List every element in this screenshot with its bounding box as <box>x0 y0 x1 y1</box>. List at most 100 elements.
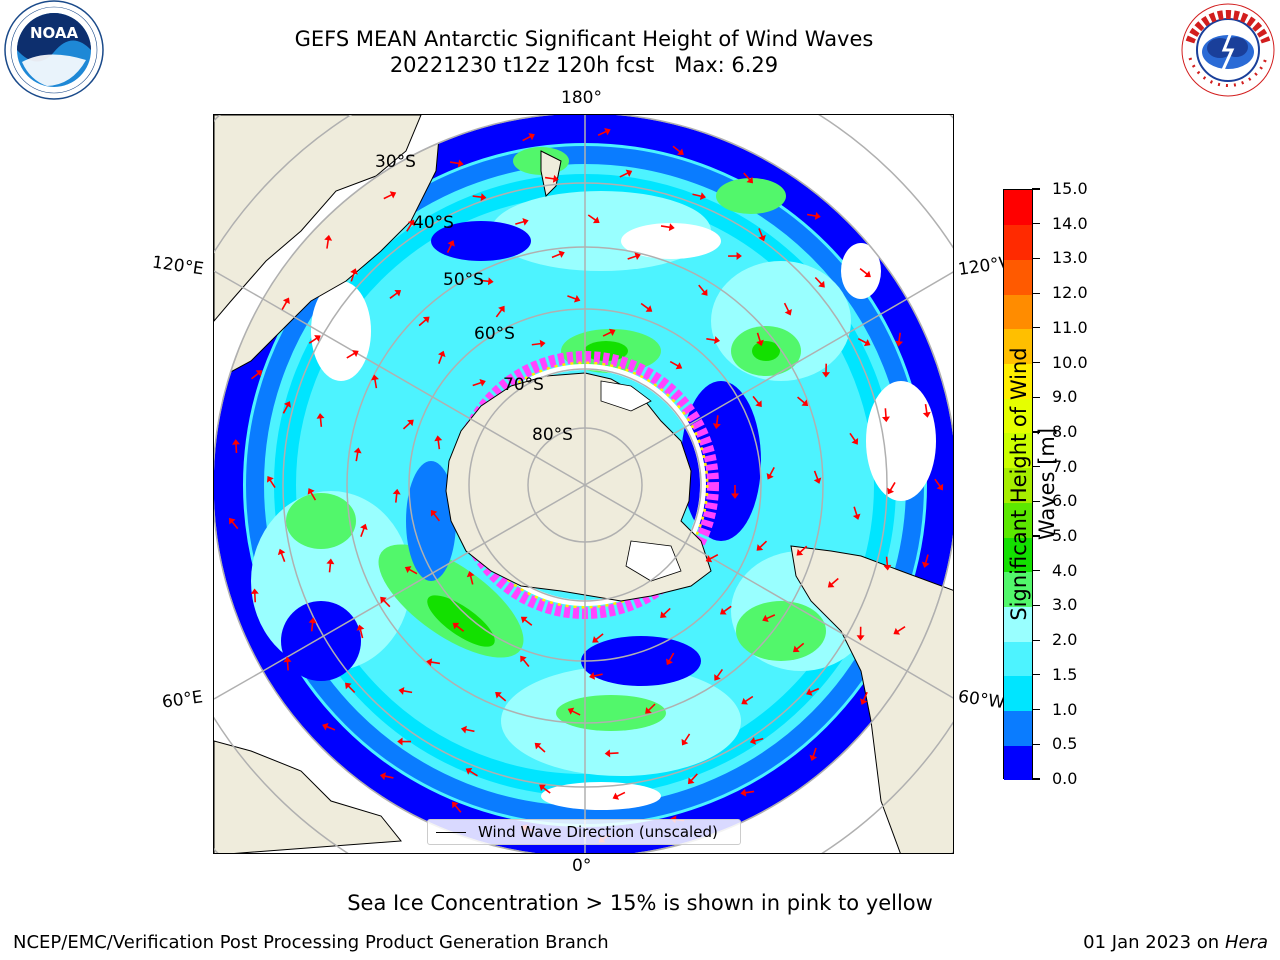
wave-direction-arrowhead <box>426 658 433 667</box>
lon-label-60e: 60°E <box>160 687 205 713</box>
wave-direction-arrow <box>479 279 489 283</box>
wave-direction-arrowhead <box>452 801 459 809</box>
wave-direction-arrowhead <box>762 614 769 623</box>
wave-direction-arrowhead <box>809 754 818 762</box>
colorbar-tick-label: 13.0 <box>1052 248 1088 268</box>
colorbar-tick <box>1032 500 1040 502</box>
wave-direction-arrow <box>355 452 359 462</box>
wave-direction-arrow <box>542 786 551 794</box>
colorbar-tick-label: 1.0 <box>1052 699 1078 719</box>
wave-direction-arrowhead <box>438 350 446 358</box>
colorbar-tick-label: 5.0 <box>1052 526 1078 546</box>
colorbar-tick <box>1032 535 1040 537</box>
wave-direction-arrow <box>812 747 817 757</box>
wave-direction-arrowhead <box>534 742 542 750</box>
wave-direction-arrowhead <box>818 280 825 288</box>
wave-direction-arrow <box>709 554 719 560</box>
wave-direction-arrowhead <box>407 219 415 227</box>
colorbar-tick <box>1032 466 1040 468</box>
wave-direction-arrowhead <box>681 738 689 746</box>
lat-label-30s: 30°S <box>375 152 416 172</box>
wave-direction-arrowhead <box>766 472 774 480</box>
wave-direction-arrowhead <box>392 488 401 495</box>
wave-direction-arrow <box>756 332 761 342</box>
wave-direction-arrow <box>597 130 607 136</box>
wave-direction-arrowhead <box>558 250 565 258</box>
wave-direction-arrow <box>885 556 889 566</box>
wave-direction-arrowhead <box>394 290 402 297</box>
wave-direction-arrowhead <box>740 788 747 797</box>
wave-direction-arrow <box>281 301 288 310</box>
wave-direction-arrow <box>595 633 604 641</box>
wave-direction-arrow <box>754 737 764 742</box>
wave-direction-arrow <box>668 652 675 662</box>
wave-direction-arrow <box>469 575 474 585</box>
wave-direction-arrowhead <box>881 416 890 423</box>
wave-direction-arrow <box>522 658 530 668</box>
wave-direction-arrow <box>469 770 478 777</box>
wave-direction-arrow <box>660 225 671 229</box>
wave-direction-arrowhead <box>675 362 683 370</box>
colorbar-tick-label: 6.0 <box>1052 491 1078 511</box>
colorbar-segment <box>1004 745 1032 781</box>
wave-direction-arrowhead <box>645 305 653 312</box>
wave-direction-arrow <box>418 319 427 327</box>
colorbar-segment <box>1004 675 1032 712</box>
wave-direction-arrow <box>593 673 603 677</box>
wave-direction-arrowhead <box>592 216 600 224</box>
colorbar-tick <box>1032 708 1040 711</box>
wave-direction-arrowhead <box>806 688 813 696</box>
wave-direction-arrowhead <box>308 617 317 624</box>
wave-direction-arrow <box>814 276 823 285</box>
colorbar-tick-label: 0.5 <box>1052 734 1078 754</box>
wave-direction-arrow <box>449 161 460 165</box>
polar-map <box>214 115 953 853</box>
wave-direction-arrow <box>282 405 289 414</box>
colorbar-segment <box>1004 294 1032 330</box>
wave-direction-arrowhead <box>539 784 546 792</box>
wave-direction-arrowhead <box>520 655 527 663</box>
wave-direction-arrow <box>522 135 531 142</box>
wave-direction-arrow <box>430 661 441 665</box>
colorbar-tick <box>1032 188 1040 190</box>
wave-direction-arrow <box>743 172 751 181</box>
wave-direction-arrow <box>389 292 398 299</box>
wave-direction-arrowhead <box>822 372 831 378</box>
wave-direction-arrow <box>698 284 706 293</box>
wave-direction-arrow <box>769 467 775 476</box>
wave-direction-arrowhead <box>316 413 325 419</box>
colorbar-segment <box>1004 328 1032 365</box>
sea-ice-note: Sea Ice Concentration > 15% is shown in … <box>347 891 933 915</box>
wave-direction-arrow <box>813 470 819 480</box>
wave-direction-arrow <box>796 642 805 650</box>
wave-direction-arrowhead <box>573 295 581 303</box>
lon-label-0: 0° <box>572 856 592 876</box>
colorbar-tick-label: 14.0 <box>1052 213 1088 233</box>
wave-direction-arrow <box>567 295 577 300</box>
wave-direction-vectors <box>229 128 944 843</box>
wave-direction-arrow <box>403 690 413 694</box>
wave-direction-arrow <box>716 669 724 678</box>
wave-direction-arrow <box>889 482 896 491</box>
wave-direction-arrowhead <box>796 549 804 556</box>
wave-direction-arrow <box>924 403 928 414</box>
wave-direction-arrow <box>859 267 868 275</box>
wave-direction-arrow <box>383 193 393 200</box>
wave-height-field <box>214 115 953 853</box>
colorbar-tick-label: 1.5 <box>1052 664 1078 684</box>
wave-direction-arrow <box>602 331 612 337</box>
wave-direction-arrow <box>898 332 901 342</box>
wave-direction-arrow <box>924 554 929 564</box>
wave-direction-arrow <box>663 607 671 616</box>
colorbar-tick <box>1032 223 1040 225</box>
lon-label-60w: 60°W <box>956 686 1007 714</box>
wave-direction-arrow <box>395 493 398 503</box>
colorbar-tick-label: 10.0 <box>1052 352 1088 372</box>
colorbar-tick-label: 3.0 <box>1052 595 1078 615</box>
colorbar-segment <box>1004 641 1032 677</box>
colorbar-tick-label: 8.0 <box>1052 421 1078 441</box>
wave-direction-arrowhead <box>701 289 708 296</box>
wave-direction-arrowhead <box>398 686 405 695</box>
wave-direction-arrowhead <box>487 277 494 286</box>
wave-direction-arrow <box>495 309 503 318</box>
